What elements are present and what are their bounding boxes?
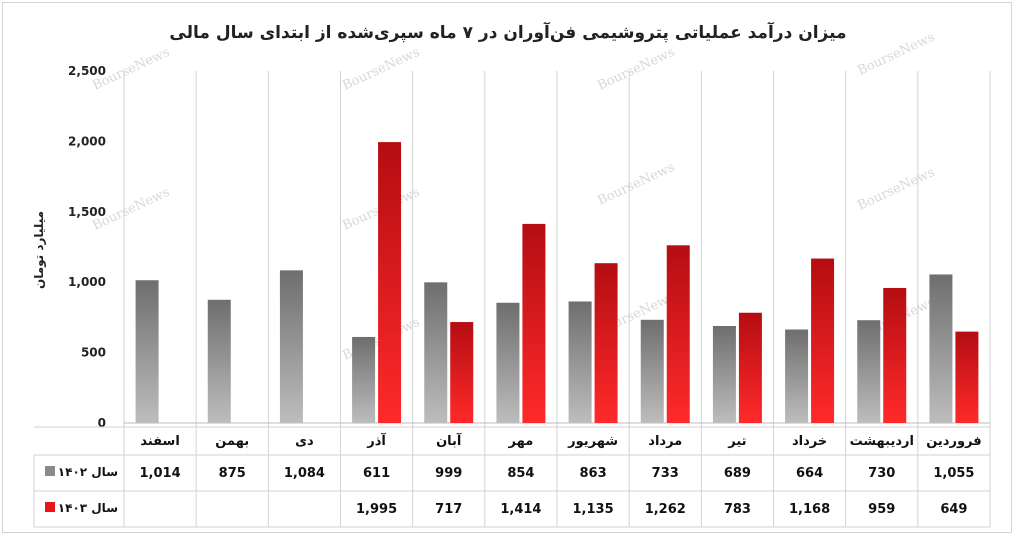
bar-1402 [785,329,809,423]
y-axis-ticks: 0 500 1,000 1,500 2,000 2,500 [68,64,106,430]
bar-1402 [712,325,736,423]
category-label: تیر [727,434,746,449]
category-label: دی [295,434,314,449]
bar-1403 [666,245,690,423]
data-table: فروردین 1,055 649 اردیبهشت 730 959 خرداد 664 1,1… [33,426,990,528]
bar-1402 [279,270,303,423]
bar-marks [135,142,979,423]
data-label: 730 [868,466,895,481]
bar-1402 [640,319,664,423]
data-label: 611 [363,466,390,481]
data-label: 649 [940,502,967,517]
data-label: 1,262 [645,502,686,517]
bar-1403 [955,331,979,423]
y-tick-label: 1,500 [68,205,106,219]
data-label: 1,135 [573,502,614,517]
watermark-text: BourseNews [595,160,677,209]
watermark-text: BourseNews [340,45,422,94]
data-label: 1,014 [140,466,181,481]
legend-swatch [45,466,55,476]
data-label: 1,414 [500,502,541,517]
category-label: بهمن [215,434,249,449]
bar-1403 [738,312,762,423]
category-label: آذر [366,432,386,449]
category-label: مهر [508,434,534,449]
bar-1403 [450,322,474,423]
data-label: 999 [435,466,462,481]
bar-1403 [594,263,618,423]
watermark-text: BourseNews [855,165,937,214]
bar-1402 [568,301,592,423]
category-label: خرداد [792,434,827,449]
category-label: آبان [436,432,462,449]
data-label: 854 [507,466,534,481]
data-label: 959 [868,502,895,517]
bar-1402 [352,336,376,423]
data-label: 1,055 [933,466,974,481]
category-label: فروردین [926,434,981,449]
bar-1402 [857,320,881,423]
data-label: 717 [435,502,462,517]
y-tick-label: 2,000 [68,134,106,148]
bar-1403 [378,142,402,423]
chart-title: میزان درآمد عملیاتی پتروشیمی فن‌آوران در… [169,21,846,43]
bar-1403 [522,223,546,423]
y-tick-label: 1,000 [68,275,106,289]
bar-1403 [883,287,907,423]
bar-1402 [135,280,159,423]
legend-label: سال ۱۴۰۳ [58,501,118,515]
data-label: 783 [724,502,751,517]
category-label: اسفند [140,434,179,449]
bar-1402 [496,302,520,423]
category-label: مرداد [648,434,682,449]
data-label: 863 [580,466,607,481]
watermark-text: BourseNews [855,30,937,79]
category-separators [123,71,991,527]
legend-swatch [45,502,55,512]
bar-1402 [929,274,953,423]
data-label: 1,084 [284,466,325,481]
category-label: شهریور [567,434,618,449]
bar-1402 [424,282,448,423]
data-label: 1,995 [356,502,397,517]
y-tick-label: 0 [98,416,106,430]
y-tick-label: 2,500 [68,64,106,78]
legend-label: سال ۱۴۰۲ [58,465,118,479]
data-label: 875 [219,466,246,481]
data-label: 689 [724,466,751,481]
bar-1402 [207,299,231,423]
y-tick-label: 500 [81,346,106,360]
watermark-text: BourseNews [595,45,677,94]
data-label: 733 [652,466,679,481]
bar-1403 [811,258,835,423]
data-label: 664 [796,466,823,481]
category-label: اردیبهشت [850,434,914,449]
y-axis-label: میلیارد تومان [32,211,47,289]
data-label: 1,168 [789,502,830,517]
